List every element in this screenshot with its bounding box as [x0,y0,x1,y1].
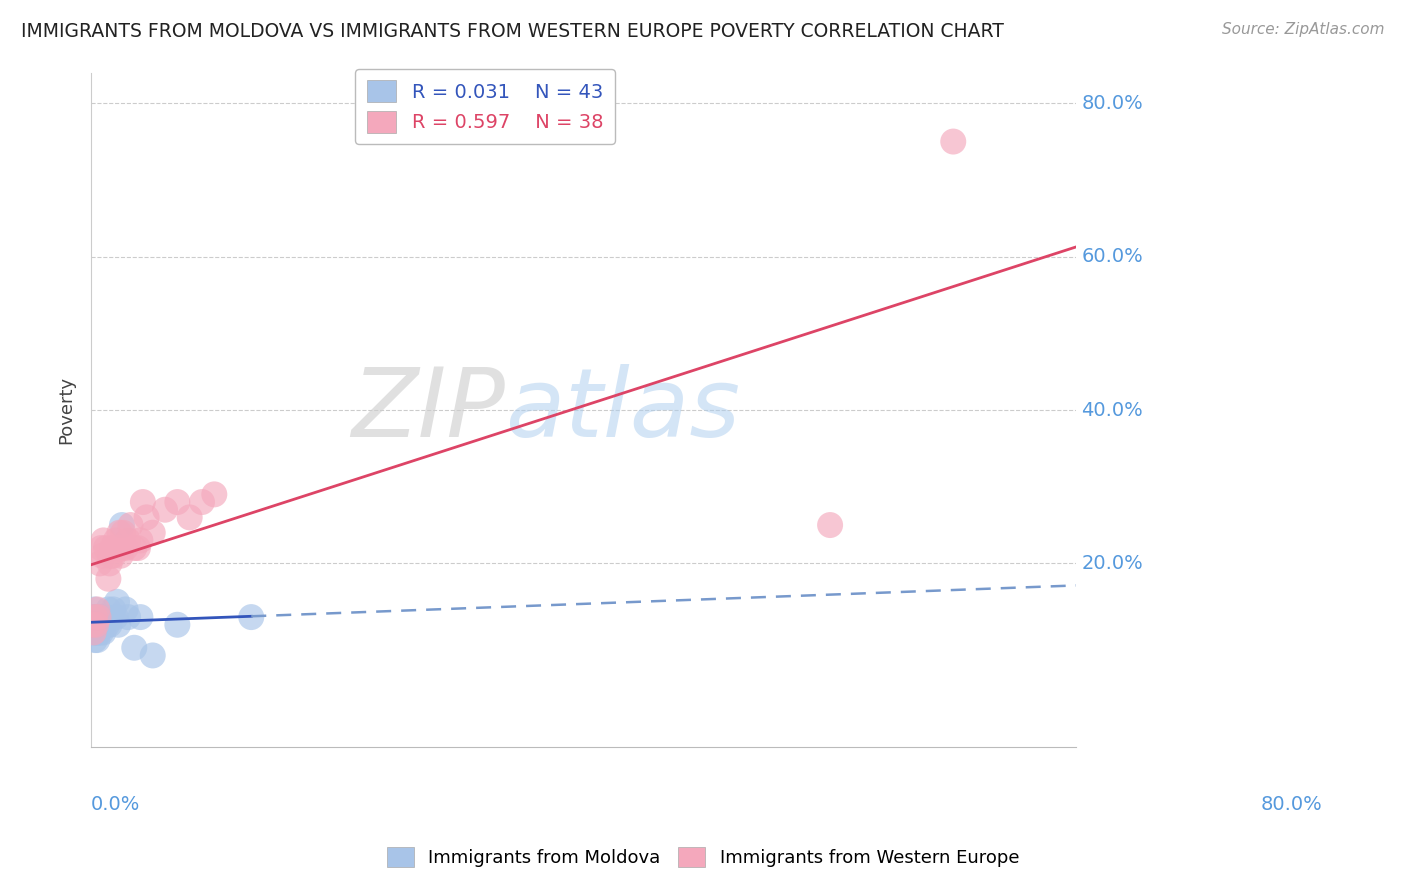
Text: atlas: atlas [505,364,740,457]
Point [142,525,165,540]
Point [86,610,108,624]
Point [82,610,104,624]
Point [91,549,114,563]
Text: 40.0%: 40.0% [1081,401,1143,419]
Point [117,533,139,548]
Point [104,610,127,624]
Point [83,610,105,624]
Point [83,633,105,648]
Point [129,533,152,548]
Point [114,541,136,555]
Point [142,648,165,663]
Text: ZIP: ZIP [352,364,505,457]
Point [86,633,108,648]
Text: 80.0%: 80.0% [1081,94,1143,112]
Point [105,595,128,609]
Point [86,617,108,632]
Point [240,610,263,624]
Point [93,617,115,632]
Point [93,625,115,640]
Point [84,617,107,632]
Point [135,510,157,524]
Point [179,510,201,524]
Legend: Immigrants from Moldova, Immigrants from Western Europe: Immigrants from Moldova, Immigrants from… [380,839,1026,874]
Text: 20.0%: 20.0% [1081,554,1143,573]
Point [166,617,188,632]
Point [97,572,120,586]
Point [107,617,129,632]
Point [84,617,107,632]
Point [94,541,117,555]
Point [942,135,965,149]
Point [103,549,125,563]
Point [166,495,188,509]
Text: 0.0%: 0.0% [91,795,141,814]
Point [101,541,124,555]
Point [104,533,127,548]
Point [90,617,112,632]
Point [87,625,110,640]
Point [87,610,110,624]
Point [129,610,152,624]
Y-axis label: Poverty: Poverty [58,376,75,444]
Point [86,602,108,616]
Point [114,602,136,616]
Legend: R = 0.031    N = 43, R = 0.597    N = 38: R = 0.031 N = 43, R = 0.597 N = 38 [356,69,614,145]
Point [122,541,145,555]
Point [107,541,129,555]
Point [120,518,142,533]
Point [132,495,155,509]
Point [84,610,107,624]
Point [98,617,121,632]
Point [94,610,117,624]
Text: 60.0%: 60.0% [1081,247,1143,266]
Point [89,557,111,571]
Point [98,557,121,571]
Point [90,541,112,555]
Point [111,518,134,533]
Point [110,549,132,563]
Point [83,625,105,640]
Text: Source: ZipAtlas.com: Source: ZipAtlas.com [1222,22,1385,37]
Point [83,625,105,640]
Point [100,549,122,563]
Point [122,640,145,655]
Point [153,502,176,516]
Point [89,610,111,624]
Point [117,610,139,624]
Point [83,617,105,632]
Point [89,617,111,632]
Point [83,610,105,624]
Point [83,617,105,632]
Point [82,617,104,632]
Point [93,533,115,548]
Point [82,617,104,632]
Point [202,487,225,501]
Point [112,525,135,540]
Point [127,541,149,555]
Point [83,602,105,616]
Point [90,625,112,640]
Point [191,495,214,509]
Point [108,525,131,540]
Text: IMMIGRANTS FROM MOLDOVA VS IMMIGRANTS FROM WESTERN EUROPE POVERTY CORRELATION CH: IMMIGRANTS FROM MOLDOVA VS IMMIGRANTS FR… [21,22,1004,41]
Point [87,617,110,632]
Point [83,610,105,624]
Point [97,602,120,616]
Point [87,610,110,624]
Point [91,617,114,632]
Point [111,541,134,555]
Text: 80.0%: 80.0% [1261,795,1323,814]
Point [818,518,841,533]
Point [84,625,107,640]
Point [96,617,118,632]
Point [83,625,105,640]
Point [103,602,125,616]
Point [86,625,108,640]
